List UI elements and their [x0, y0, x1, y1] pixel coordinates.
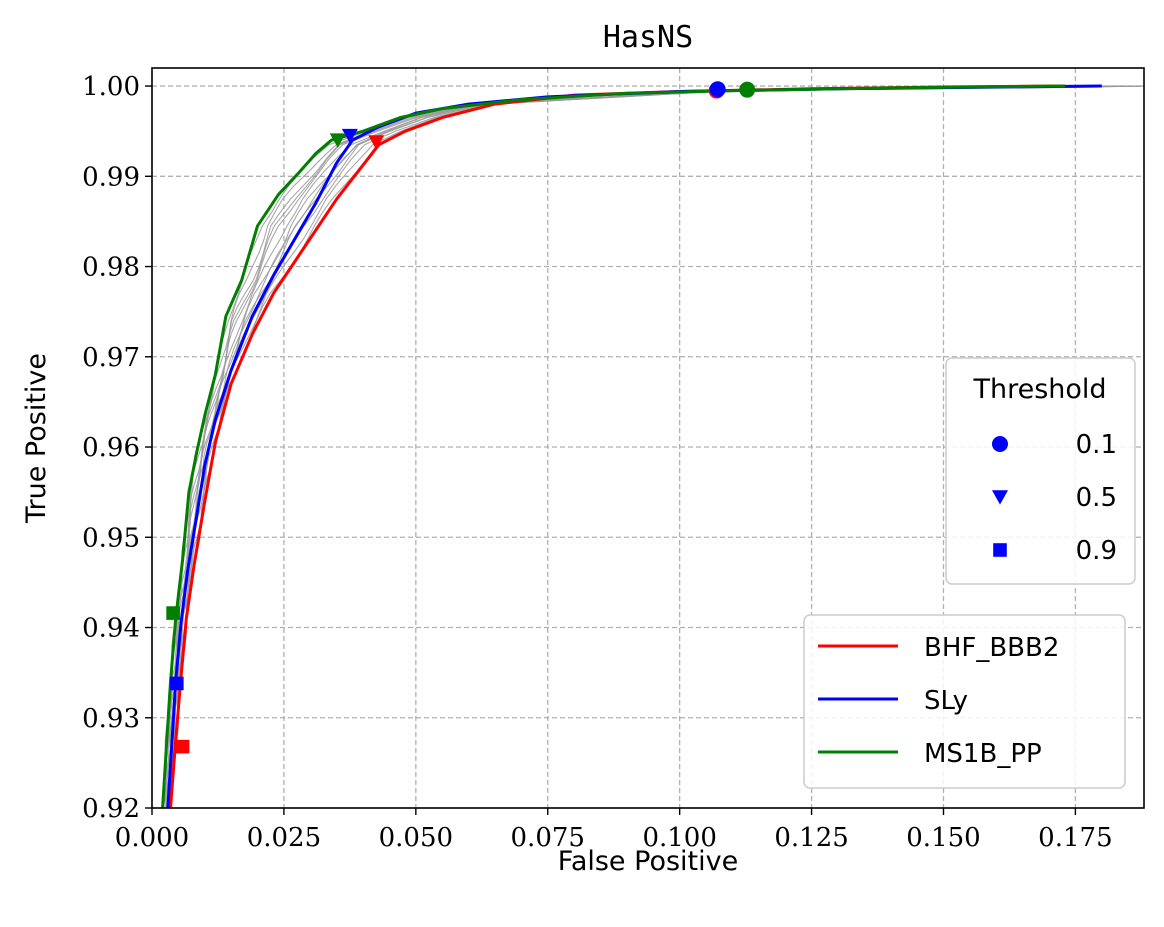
y-axis-ticks: 0.92 0.93 0.94 0.95 0.96 0.97 0.98 0.99 1.00	[82, 72, 152, 824]
y-tick-label: 0.94	[82, 614, 140, 644]
threshold-marker-triangle	[341, 128, 358, 144]
x-tick-label: 0.075	[511, 823, 585, 853]
y-axis-label: True Positive	[21, 353, 52, 524]
threshold-legend-frame	[945, 357, 1136, 585]
threshold-marker-circle	[739, 81, 756, 98]
threshold-marker-square	[170, 676, 184, 691]
threshold-legend-label: 0.5	[1076, 483, 1117, 513]
threshold-marker-triangle	[368, 135, 385, 150]
y-tick-label: 0.96	[82, 433, 140, 463]
series-legend-label: MS1B_PP	[924, 739, 1042, 769]
legend-marker-triangle	[992, 490, 1008, 505]
y-tick-label: 1.00	[82, 72, 140, 102]
x-tick-label: 0.125	[774, 823, 848, 853]
series-legend-frame	[803, 614, 1126, 789]
threshold-marker-square	[166, 606, 180, 620]
y-tick-label: 0.95	[82, 523, 140, 553]
legend-marker-square	[993, 543, 1007, 557]
y-tick-label: 0.97	[82, 343, 140, 373]
threshold-marker-triangle	[329, 133, 346, 148]
y-tick-label: 0.99	[82, 162, 140, 192]
threshold-legend-label: 0.1	[1076, 430, 1117, 460]
threshold-marker-circle	[709, 81, 726, 98]
threshold-marker-square	[175, 739, 190, 754]
x-tick-label: 0.100	[642, 823, 716, 853]
x-axis-ticks: 0.000 0.025 0.050 0.075 0.100 0.125 0.150 0.175	[115, 808, 1113, 853]
chart-title: HasNS	[603, 20, 693, 55]
threshold-legend: Threshold 0.1 0.5 0.9	[945, 357, 1136, 585]
y-tick-label: 0.98	[82, 253, 140, 283]
series-legend-label: SLy	[924, 686, 968, 716]
plot-frame	[151, 67, 1145, 809]
threshold-legend-label: 0.9	[1076, 536, 1117, 566]
series-legend: BHF_BBB2 SLy MS1B_PP	[803, 614, 1126, 789]
series-lines	[161, 84, 1102, 808]
x-tick-label: 0.175	[1038, 823, 1112, 853]
legend-marker-circle	[992, 436, 1008, 452]
threshold-markers	[166, 81, 756, 754]
x-tick-label: 0.000	[115, 823, 189, 853]
threshold-legend-title: Threshold	[972, 374, 1106, 405]
x-axis-label: False Positive	[558, 846, 738, 877]
y-tick-label: 0.93	[82, 704, 140, 734]
series-line-ms1b_pp	[161, 84, 1065, 808]
series-legend-label: BHF_BBB2	[924, 633, 1059, 663]
y-tick-label: 0.92	[82, 794, 140, 824]
x-tick-label: 0.025	[247, 823, 321, 853]
x-tick-label: 0.150	[906, 823, 980, 853]
x-tick-label: 0.050	[379, 823, 453, 853]
